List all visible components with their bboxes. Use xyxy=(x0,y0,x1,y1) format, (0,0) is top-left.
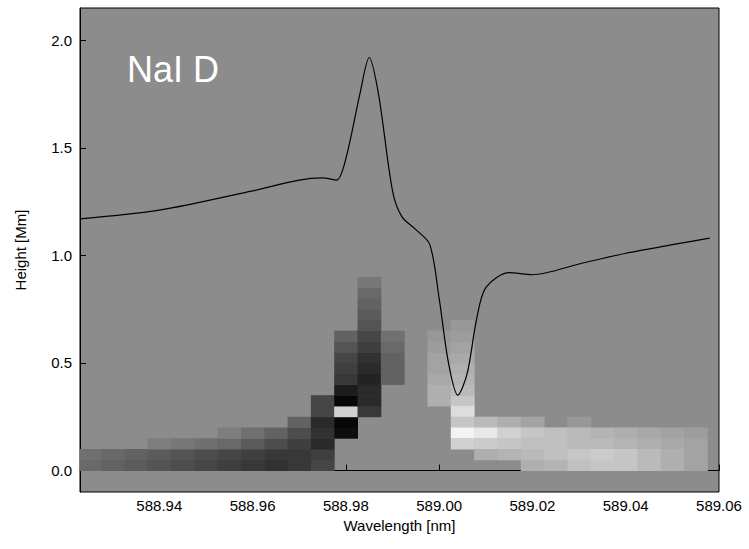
svg-text:2.0: 2.0 xyxy=(51,32,72,49)
svg-text:0.0: 0.0 xyxy=(51,462,72,479)
svg-text:588.98: 588.98 xyxy=(323,497,369,514)
svg-text:Height [Mm]: Height [Mm] xyxy=(12,210,29,291)
svg-text:Wavelength [nm]: Wavelength [nm] xyxy=(344,517,456,534)
svg-text:589.06: 589.06 xyxy=(696,497,742,514)
svg-text:588.96: 588.96 xyxy=(230,497,276,514)
svg-text:588.94: 588.94 xyxy=(136,497,182,514)
svg-text:0.5: 0.5 xyxy=(51,354,72,371)
svg-text:1.5: 1.5 xyxy=(51,139,72,156)
svg-text:589.02: 589.02 xyxy=(509,497,555,514)
svg-text:1.0: 1.0 xyxy=(51,247,72,264)
svg-text:NaI D: NaI D xyxy=(127,49,219,90)
svg-text:589.00: 589.00 xyxy=(416,497,462,514)
svg-text:589.04: 589.04 xyxy=(603,497,649,514)
